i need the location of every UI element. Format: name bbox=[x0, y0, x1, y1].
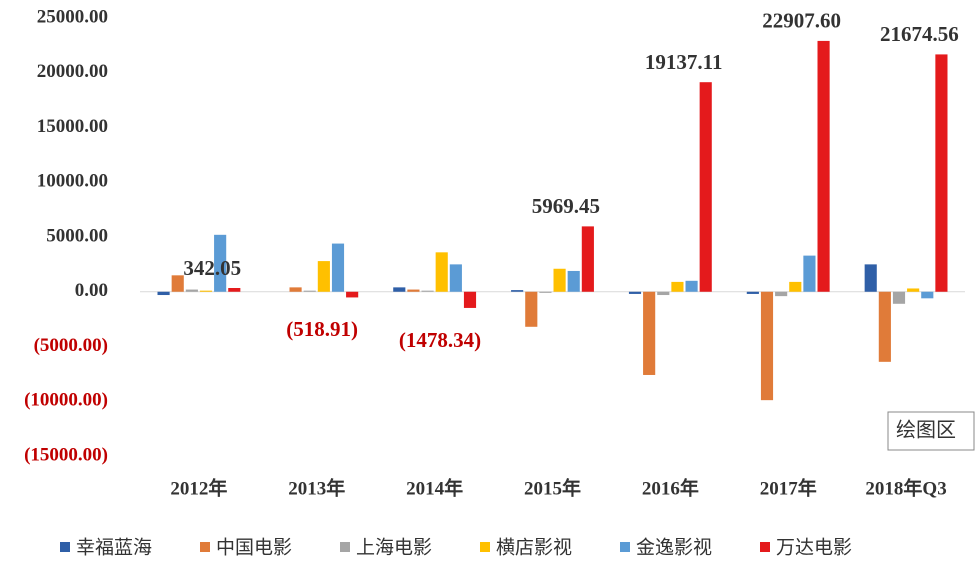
legend-label: 横店影视 bbox=[496, 537, 572, 559]
bar bbox=[317, 261, 330, 292]
bar bbox=[685, 280, 698, 292]
data-label: 21674.56 bbox=[880, 22, 959, 46]
legend-label: 万达电影 bbox=[776, 537, 852, 559]
bar bbox=[760, 291, 774, 401]
data-label: (1478.34) bbox=[399, 328, 481, 352]
data-label: 5969.45 bbox=[532, 194, 600, 218]
bar bbox=[628, 291, 642, 294]
legend-label: 金逸影视 bbox=[636, 537, 712, 559]
legend-swatch bbox=[760, 542, 770, 552]
x-tick-label: 2012年 bbox=[170, 476, 227, 499]
legend-swatch bbox=[340, 542, 350, 552]
tooltip-text: 绘图区 bbox=[896, 418, 956, 442]
x-tick-label: 2016年 bbox=[642, 476, 699, 499]
bar bbox=[228, 288, 241, 292]
bar bbox=[921, 291, 934, 299]
bar bbox=[789, 281, 802, 292]
data-label: (518.91) bbox=[286, 317, 358, 341]
y-tick-label: 20000.00 bbox=[37, 61, 108, 82]
bar bbox=[746, 291, 759, 294]
bar bbox=[581, 226, 594, 292]
bar bbox=[643, 291, 656, 375]
bar bbox=[435, 252, 448, 292]
data-label: 342.05 bbox=[183, 256, 241, 280]
bar bbox=[199, 290, 213, 292]
x-tick-label: 2014年 bbox=[406, 476, 463, 499]
y-tick-label: (10000.00) bbox=[24, 390, 108, 411]
bar bbox=[214, 234, 227, 292]
bar bbox=[699, 82, 712, 292]
y-tick-label: 15000.00 bbox=[37, 116, 108, 137]
bar bbox=[907, 288, 920, 292]
bar bbox=[463, 291, 477, 308]
bar bbox=[171, 275, 184, 292]
legend-swatch bbox=[480, 542, 490, 552]
y-tick-label: 5000.00 bbox=[46, 225, 108, 246]
data-label: 22907.60 bbox=[762, 9, 841, 33]
bar bbox=[421, 290, 434, 292]
bar bbox=[817, 40, 830, 292]
x-tick-label: 2015年 bbox=[524, 476, 581, 499]
y-tick-label: (15000.00) bbox=[24, 444, 108, 465]
bar bbox=[449, 264, 462, 292]
bar bbox=[539, 291, 552, 293]
bar bbox=[331, 243, 345, 292]
tooltip-box bbox=[887, 411, 975, 451]
bar bbox=[289, 287, 302, 292]
x-tick-label: 2017年 bbox=[760, 476, 817, 499]
legend-label: 幸福蓝海 bbox=[76, 537, 152, 559]
bar bbox=[303, 290, 316, 292]
legend-swatch bbox=[620, 542, 630, 552]
bar bbox=[864, 264, 877, 292]
bar bbox=[878, 291, 891, 362]
bar bbox=[157, 291, 170, 296]
bar bbox=[775, 291, 788, 297]
bar bbox=[803, 255, 816, 292]
legend-swatch bbox=[200, 542, 210, 552]
x-tick-label: 2013年 bbox=[288, 476, 345, 499]
bar bbox=[393, 287, 406, 292]
y-tick-label: (5000.00) bbox=[34, 335, 108, 356]
legend-label: 上海电影 bbox=[356, 537, 432, 559]
y-tick-label: 0.00 bbox=[75, 280, 108, 301]
bar bbox=[346, 291, 359, 298]
bar bbox=[671, 281, 684, 292]
bar bbox=[185, 289, 198, 292]
bar bbox=[892, 291, 906, 304]
data-label: 19137.11 bbox=[645, 50, 723, 74]
bar bbox=[935, 54, 948, 292]
bar bbox=[511, 290, 524, 292]
y-tick-label: 10000.00 bbox=[37, 171, 108, 192]
bar bbox=[525, 291, 538, 327]
legend-swatch bbox=[60, 542, 70, 552]
bar bbox=[407, 289, 420, 292]
bar bbox=[657, 291, 670, 296]
y-tick-label: 25000.00 bbox=[37, 6, 108, 27]
bar bbox=[567, 270, 580, 292]
legend-label: 中国电影 bbox=[216, 537, 292, 559]
x-tick-label: 2018年Q3 bbox=[865, 476, 946, 499]
bar bbox=[553, 268, 566, 292]
